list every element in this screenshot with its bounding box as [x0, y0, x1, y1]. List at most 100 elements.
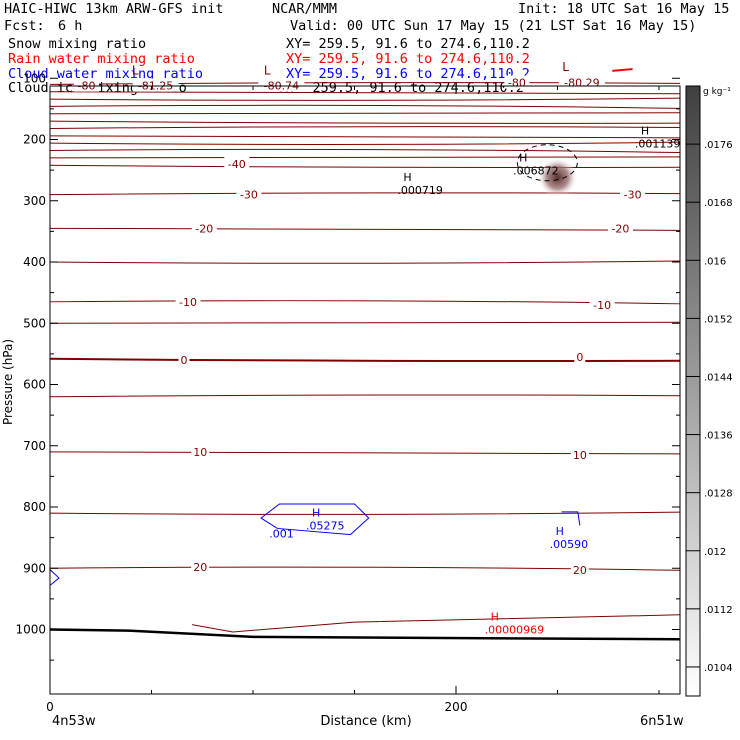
- isotherm-label-bg: [132, 78, 179, 92]
- y-tick-label: 300: [23, 194, 46, 208]
- isotherm-label: -30: [240, 189, 258, 202]
- colorbar-label: .016: [704, 256, 726, 267]
- right-endpoint-label: 6n51w: [640, 714, 684, 729]
- plot-title: HAIC-HIWC 13km ARW-GFS init: [4, 1, 224, 17]
- y-tick-label: 700: [23, 439, 46, 453]
- y-tick-label: 100: [23, 71, 46, 85]
- cloud-water-field-label: Cloud water mixing ratio: [8, 66, 204, 82]
- isotherm-label-bg: [191, 444, 210, 458]
- isotherm-label-bg: [175, 294, 201, 308]
- isotherm-label-bg: [620, 187, 646, 201]
- isotherm-line: [49, 97, 681, 101]
- isotherm-label-bg: [570, 563, 589, 577]
- isotherm-label: -80.29: [564, 77, 599, 90]
- isotherm-line: [49, 260, 681, 264]
- left-endpoint-label: 4n53w: [52, 714, 96, 729]
- colorbar-label: .0168: [704, 198, 733, 209]
- isotherm-label-bg: [224, 157, 250, 170]
- high-marker: H: [312, 507, 320, 520]
- isotherm-line: [49, 148, 681, 154]
- cloud-water-contour: [260, 503, 370, 536]
- organization-label: NCAR/MMM: [272, 1, 338, 17]
- y-tick-label: 500: [23, 316, 46, 330]
- plot-features: -80 -81.25 -80.74 -80 -80.29-40-30 -30-20 -20-…: [49, 60, 681, 641]
- isotherm-label-bg: [74, 78, 100, 92]
- rain-field-label: Rain water mixing ratio: [8, 51, 195, 67]
- isotherm-label: -10: [593, 299, 611, 312]
- colorbar: .0176 .0168 .016 .0152 .0144 .0136 .0128 .012 .0…: [685, 85, 733, 697]
- isotherm-label: 0: [180, 354, 187, 367]
- high-marker: H: [491, 611, 499, 624]
- x-tick-label: 0: [46, 700, 54, 714]
- isotherm-line: [49, 566, 681, 571]
- forecast-label: Fcst:: [4, 18, 45, 34]
- terrain-line: [49, 628, 681, 641]
- isotherm-line: [49, 357, 681, 363]
- isotherm-label-bg: [589, 297, 615, 311]
- low-marker: L: [562, 60, 569, 74]
- isotherm-line: [49, 451, 681, 455]
- x-axis-title: Distance (km): [320, 714, 411, 729]
- isotherm-label-bg: [558, 75, 605, 89]
- colorbar-label: .0144: [704, 372, 733, 383]
- rain-field-xy: XY= 259.5, 91.6 to 274.6,110.2: [286, 51, 530, 67]
- snow-field-xy: XY= 259.5, 91.6 to 274.6,110.2: [286, 36, 530, 52]
- isotherm-line: [49, 394, 681, 398]
- isotherm-label-bg: [258, 78, 305, 92]
- y-tick-label: 400: [23, 255, 46, 269]
- isotherm-line: [49, 321, 681, 324]
- isotherm-label-bg: [191, 221, 217, 235]
- snow-contour: [516, 144, 578, 182]
- colorbar-label: .0152: [704, 314, 733, 325]
- isotherm-line: [49, 112, 681, 115]
- isotherm-label: 20: [573, 564, 587, 577]
- high-value-label: .006872: [513, 164, 559, 177]
- isotherm-label: -20: [611, 222, 629, 235]
- isotherm-label: 10: [573, 449, 587, 462]
- cloud-ice-shading: [537, 157, 578, 198]
- rain-contour: [612, 68, 633, 72]
- y-axis-title: Pressure (hPa): [1, 339, 15, 425]
- colorbar-label: .0176: [704, 140, 733, 151]
- isotherm-label-bg: [607, 221, 633, 235]
- isotherm-label: 0: [576, 351, 583, 364]
- isotherm-label-bg: [191, 560, 210, 574]
- x-tick-label: 200: [445, 700, 468, 714]
- colorbar-label: .0136: [704, 431, 733, 442]
- cloud-water-contour: [49, 569, 60, 586]
- low-marker: L: [132, 64, 139, 78]
- isotherm-label: 20: [193, 561, 207, 574]
- high-value-label: .00590: [550, 538, 589, 551]
- valid-time: Valid: 00 UTC Sun 17 May 15 (21 LST Sat …: [290, 18, 697, 34]
- isotherm-label-bg: [574, 349, 586, 363]
- high-value-label: .05275: [306, 520, 345, 533]
- isotherm-line: [192, 614, 681, 633]
- low-marker: L: [264, 64, 271, 78]
- colorbar-label: .012: [704, 547, 726, 558]
- init-time: Init: 18 UTC Sat 16 May 15: [518, 1, 730, 17]
- snow-field-label: Snow mixing ratio: [8, 36, 147, 52]
- high-marker: H: [556, 525, 564, 538]
- high-marker: H: [403, 171, 411, 184]
- isotherm-line: [49, 227, 681, 231]
- temperature-contours: [49, 82, 681, 571]
- y-tick-label: 900: [23, 561, 46, 575]
- isotherm-line: [49, 156, 681, 159]
- isotherm-label-bg: [178, 353, 190, 366]
- colorbar-scale: [685, 85, 701, 697]
- colorbar-label: .0128: [704, 489, 733, 500]
- isotherm-line: [49, 135, 681, 139]
- forecast-hours: 6 h: [58, 18, 83, 34]
- isotherm-line: [49, 91, 681, 95]
- high-marker: H: [519, 151, 527, 164]
- y-tick-label: 800: [23, 500, 46, 514]
- isotherm-line: [49, 120, 681, 124]
- isotherm-line: [49, 192, 681, 196]
- isotherm-line: [49, 300, 681, 305]
- isotherm-label-bg: [504, 75, 530, 89]
- isotherm-line: [49, 164, 681, 168]
- high-value-label: .00000969: [485, 624, 545, 637]
- cloud-water-contour: [561, 511, 581, 526]
- y-tick-label: 200: [23, 133, 46, 147]
